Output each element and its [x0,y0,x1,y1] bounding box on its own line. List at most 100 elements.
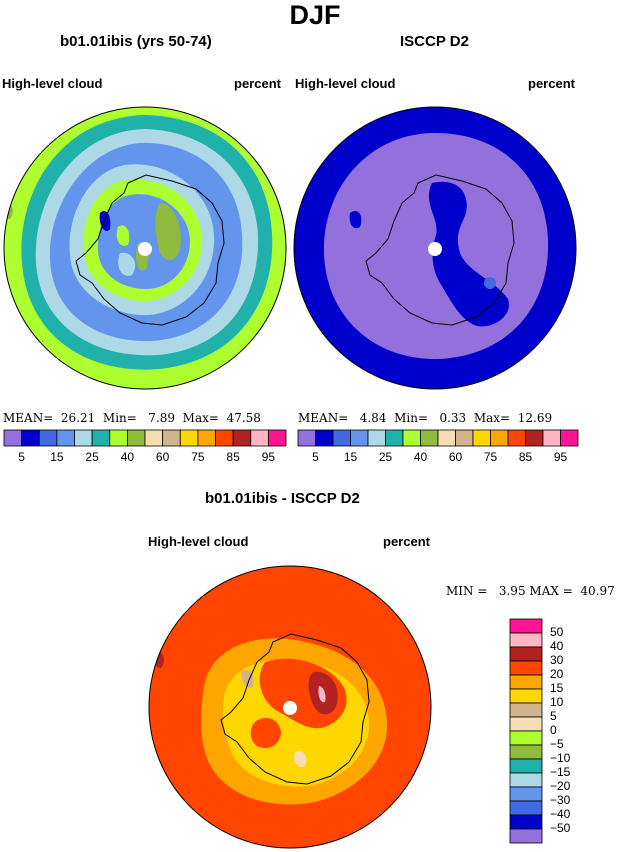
obs-max-value: 12.69 [517,411,553,425]
colorbar-swatch [315,429,334,447]
model-colorbar: 5 15 25 40 60 75 85 95 [3,429,287,464]
colorbar-swatch [509,758,543,774]
diff-max-label: MAX = [529,584,573,598]
colorbar-swatch [420,429,439,447]
obs-min-label: Min= [394,411,429,425]
diff-min-label: MIN = [446,584,488,598]
colorbar-swatch [509,632,543,648]
diff-stats: MIN = 3.95 MAX = 40.97 [446,584,615,598]
colorbar-tick-label: −5 [550,737,564,751]
colorbar-swatch [3,429,23,447]
colorbar-swatch [525,429,544,447]
model-max-label: Max= [182,411,219,425]
colorbar-tick-label: 60 [155,450,170,464]
colorbar-swatch [509,688,543,704]
colorbar-tick-label: 60 [448,450,463,464]
colorbar-tick-label: 10 [550,695,564,709]
colorbar-tick-label: −30 [550,793,571,807]
colorbar-tick-label: −50 [550,821,571,835]
model-stats: MEAN= 26.21 Min= 7.89 Max= 47.58 [3,411,261,425]
diff-coastline [220,633,370,785]
colorbar-tick-label: 85 [226,450,240,464]
colorbar-swatch [162,429,181,447]
colorbar-swatch [560,429,579,447]
colorbar-swatch [297,429,316,447]
colorbar-tick-label: −10 [550,751,571,765]
colorbar-tick-label: 40 [413,450,428,464]
colorbar-swatch [232,429,252,447]
colorbar-swatch [109,429,128,447]
diff-units-label: percent [383,534,430,549]
model-max-value: 47.58 [226,411,261,425]
model-colorbar-swatches [3,429,287,447]
colorbar-swatch [509,730,543,746]
colorbar-swatch [542,429,561,447]
colorbar-swatch [56,429,75,447]
colorbar-swatch [91,429,111,447]
model-units-label: percent [234,76,281,91]
diff-map [148,565,432,849]
obs-coastline [365,174,515,326]
colorbar-swatch [250,429,269,447]
colorbar-swatch [74,429,93,447]
colorbar-swatch [509,646,543,662]
obs-map [293,106,577,390]
diff-max-value: 40.97 [580,584,615,598]
model-mean-value: 26.21 [60,411,96,425]
colorbar-swatch [21,429,40,447]
colorbar-swatch [490,429,509,447]
colorbar-tick-label: −20 [550,779,571,793]
obs-colorbar-swatches [297,429,579,447]
colorbar-tick-label: 20 [550,667,564,681]
colorbar-swatch [507,429,526,447]
diff-field-label: High-level cloud [148,534,249,549]
colorbar-tick-label: 75 [191,450,205,464]
model-min-value: 7.89 [148,411,176,425]
colorbar-swatch [509,618,543,634]
colorbar-swatch [179,429,199,447]
obs-max-label: Max= [473,411,511,425]
colorbar-swatch [509,744,543,760]
colorbar-swatch [215,429,234,447]
colorbar-swatch [509,772,543,788]
colorbar-swatch [144,429,164,447]
colorbar-swatch [455,429,474,447]
obs-panel-title: ISCCP D2 [400,33,469,50]
colorbar-swatch [509,674,543,690]
colorbar-swatch [38,429,58,447]
model-coastline [75,174,225,326]
diff-colorbar: 50 40 30 20 15 10 5 0 −5 −10 −15 −20 −30 −40 −50 [509,618,600,845]
colorbar-tick-label: 25 [378,450,393,464]
colorbar-tick-label: 75 [483,450,498,464]
colorbar-swatch [509,716,543,732]
colorbar-swatch [402,429,421,447]
colorbar-swatch [509,828,543,844]
colorbar-tick-label: 25 [85,450,99,464]
colorbar-tick-label: 5 [312,450,319,464]
obs-stats: MEAN= 4.84 Min= 0.33 Max= 12.69 [298,411,552,425]
colorbar-swatch [332,429,351,447]
colorbar-swatch [367,429,386,447]
colorbar-tick-label: 40 [550,639,564,653]
model-field-label: High-level cloud [2,76,103,91]
diff-panel-title: b01.01ibis - ISCCP D2 [205,490,360,507]
colorbar-swatch [509,786,543,802]
colorbar-tick-label: 95 [261,450,276,464]
colorbar-tick-label: 85 [518,450,533,464]
figure-title: DJF [289,0,341,30]
colorbar-tick-label: 15 [550,681,564,695]
colorbar-tick-label: 50 [550,625,564,639]
colorbar-swatch [350,429,369,447]
obs-pole-marker [428,242,442,256]
colorbar-swatch [509,702,543,718]
colorbar-tick-label: 95 [553,450,568,464]
colorbar-tick-label: 15 [50,450,64,464]
obs-field-label: High-level cloud [295,76,396,91]
colorbar-tick-label: −40 [550,807,571,821]
colorbar-tick-label: 15 [343,450,358,464]
colorbar-swatch [472,429,491,447]
model-min-label: Min= [102,411,137,425]
colorbar-tick-label: 40 [120,450,135,464]
obs-mean-label: MEAN= [298,411,349,425]
colorbar-tick-label: 5 [550,709,557,723]
